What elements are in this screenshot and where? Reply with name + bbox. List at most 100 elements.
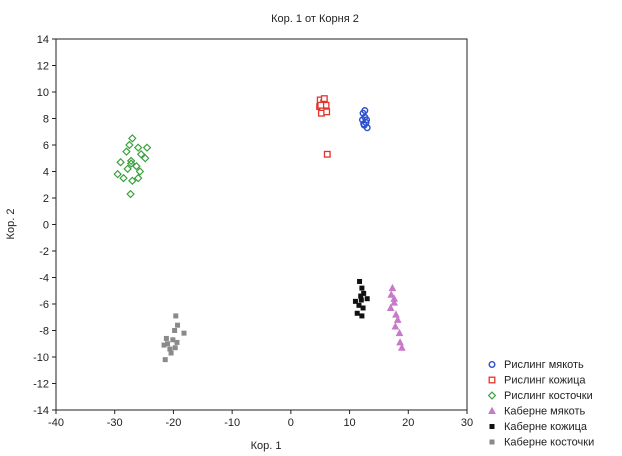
y-tick-label: 6 <box>43 140 49 152</box>
data-point <box>393 315 402 323</box>
data-point <box>358 297 364 303</box>
data-point <box>352 298 358 304</box>
data-point <box>359 285 365 291</box>
data-point <box>364 296 370 302</box>
data-point <box>317 101 325 109</box>
x-tick-label: 0 <box>288 417 294 429</box>
plot-frame <box>55 38 468 411</box>
data-points <box>113 95 406 363</box>
legend-marker <box>487 391 497 400</box>
data-point <box>386 303 395 311</box>
y-axis-label: Кор. 2 <box>5 209 17 240</box>
data-point <box>395 328 404 337</box>
y-tick-label: -8 <box>39 326 49 338</box>
data-point <box>174 339 180 345</box>
x-tick-label: 10 <box>343 417 355 429</box>
data-point <box>167 346 173 352</box>
y-tick-label: 12 <box>37 61 49 73</box>
legend: Рислинг мякоть Рислинг кожица Рислинг кост… <box>487 359 594 449</box>
legend-marker <box>488 406 496 415</box>
data-point <box>361 290 367 296</box>
data-point <box>163 335 169 341</box>
data-point <box>123 164 132 174</box>
legend-marker <box>489 424 495 429</box>
y-tick-label: -14 <box>33 405 49 417</box>
data-point <box>356 302 362 308</box>
x-tick-label: 20 <box>402 417 414 429</box>
data-point <box>358 293 364 299</box>
y-tick-label: 8 <box>43 114 49 126</box>
y-tick-label: 4 <box>43 167 49 179</box>
data-point <box>165 341 171 347</box>
data-point <box>390 298 399 306</box>
x-axis-label: Кор. 1 <box>251 440 282 452</box>
data-point <box>161 342 167 348</box>
data-point <box>135 167 145 176</box>
y-tick-label: 2 <box>43 193 49 205</box>
y-tick-label: -4 <box>39 273 49 285</box>
x-axis: -40 -30 -20 -10 0 10 20 30 <box>48 410 473 429</box>
x-tick-label: -10 <box>224 417 240 429</box>
data-point <box>168 350 174 356</box>
series-1 <box>358 107 371 132</box>
y-tick-label: 10 <box>37 87 49 99</box>
data-point <box>397 343 406 351</box>
legend-entry: Рислинг косточки <box>504 390 593 402</box>
data-point <box>354 310 360 316</box>
y-tick-label: -10 <box>33 352 49 364</box>
data-point <box>363 124 371 132</box>
data-point <box>359 313 365 319</box>
data-point <box>116 157 125 167</box>
y-tick-label: -2 <box>39 246 49 258</box>
x-tick-label: 30 <box>461 417 473 429</box>
data-point <box>172 328 178 333</box>
series-6 <box>161 313 187 363</box>
y-tick-label: -12 <box>33 379 49 391</box>
data-point <box>363 116 371 124</box>
x-tick-label: -40 <box>48 417 64 429</box>
x-tick-label: -20 <box>165 417 181 429</box>
data-point <box>162 357 168 363</box>
data-point <box>170 337 176 343</box>
data-point <box>361 107 369 115</box>
y-tick-label: -6 <box>39 299 49 311</box>
data-point <box>396 338 404 346</box>
y-tick-label: 0 <box>43 220 49 232</box>
data-point <box>175 322 181 328</box>
data-point <box>128 134 137 143</box>
data-point <box>140 154 150 163</box>
x-tick-label: -30 <box>107 417 123 429</box>
data-point <box>128 176 137 186</box>
data-point <box>387 290 396 298</box>
data-point <box>392 310 400 318</box>
series-2 <box>316 95 331 158</box>
legend-entry: Рислинг кожица <box>504 375 586 387</box>
legend-marker <box>488 376 496 384</box>
data-point <box>391 322 400 330</box>
data-point <box>323 150 331 158</box>
series-4 <box>386 283 406 351</box>
legend-marker <box>489 439 495 445</box>
series-3 <box>113 134 152 199</box>
legend-entry: Рислинг мякоть <box>504 359 584 371</box>
legend-entry: Каберне косточки <box>504 437 594 449</box>
data-point <box>320 95 328 103</box>
data-point <box>181 330 187 336</box>
data-point <box>388 283 397 292</box>
data-point <box>133 173 143 183</box>
y-axis: -14 -12 -10 -8 -6 -4 -2 0 2 4 6 8 10 12 14 <box>33 34 56 417</box>
data-point <box>172 345 178 351</box>
data-point <box>126 159 136 168</box>
data-point <box>323 108 331 116</box>
data-point <box>113 169 122 179</box>
data-point <box>126 156 136 166</box>
chart-title: Кор. 1 от Корня 2 <box>271 13 359 25</box>
data-point <box>360 305 366 311</box>
data-point <box>119 173 128 183</box>
series-5 <box>352 278 370 319</box>
legend-marker <box>488 361 496 369</box>
data-point <box>132 161 141 171</box>
legend-entry: Каберне кожица <box>504 421 588 433</box>
